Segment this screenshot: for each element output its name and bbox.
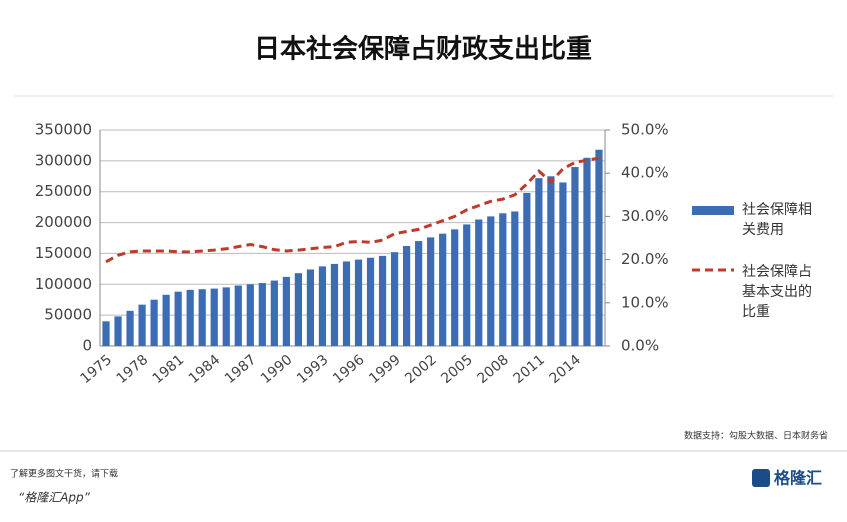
bar bbox=[186, 289, 194, 346]
bar bbox=[294, 273, 302, 346]
y2-tick-label: 50.0% bbox=[621, 121, 669, 139]
x-tick-label: 1993 bbox=[294, 352, 332, 387]
bar bbox=[378, 255, 387, 346]
x-tick-label: 1987 bbox=[222, 352, 260, 387]
bar bbox=[222, 287, 230, 346]
bar bbox=[162, 294, 170, 346]
footer-app: “格隆汇App” bbox=[18, 491, 91, 505]
bar bbox=[487, 216, 495, 346]
y-tick-label: 0 bbox=[82, 337, 92, 355]
x-tick-label: 2005 bbox=[438, 352, 476, 387]
bar bbox=[102, 321, 110, 346]
x-tick-label: 1996 bbox=[330, 352, 368, 387]
bar bbox=[511, 211, 519, 346]
y2-tick-label: 10.0% bbox=[621, 293, 669, 311]
bar bbox=[138, 304, 146, 346]
source: 数据支持：勾股大数据、日本财务省 bbox=[684, 430, 828, 442]
bar bbox=[282, 276, 290, 346]
bar bbox=[342, 261, 351, 346]
x-tick-label: 1978 bbox=[114, 352, 152, 387]
bar bbox=[463, 224, 471, 346]
bar bbox=[595, 149, 603, 346]
y2-tick-label: 40.0% bbox=[621, 164, 669, 182]
y2-tick-label: 20.0% bbox=[621, 250, 669, 268]
y-tick-label: 150000 bbox=[35, 244, 92, 262]
bar bbox=[499, 213, 507, 346]
y-tick-label: 350000 bbox=[35, 121, 92, 139]
bar bbox=[306, 269, 315, 346]
bar bbox=[559, 182, 567, 346]
bar bbox=[258, 283, 266, 346]
y-tick-label: 100000 bbox=[35, 275, 92, 293]
x-tick-label: 1990 bbox=[258, 352, 296, 387]
bar bbox=[415, 241, 423, 346]
bar bbox=[427, 237, 435, 346]
x-tick-label: 2002 bbox=[402, 352, 440, 387]
legend-label: 社会保障占基本支出的比重 bbox=[742, 264, 812, 320]
bar bbox=[330, 263, 339, 346]
y2-tick-label: 0.0% bbox=[621, 337, 659, 355]
bar bbox=[318, 266, 327, 346]
bar bbox=[234, 285, 242, 346]
bar bbox=[114, 316, 122, 346]
legend-label: 社会保障相关费用 bbox=[742, 202, 812, 238]
y-tick-label: 300000 bbox=[35, 151, 92, 169]
bar bbox=[475, 219, 483, 346]
chart-title: 日本社会保障占财政支出比重 bbox=[254, 34, 592, 65]
bar bbox=[210, 288, 218, 346]
x-tick-label: 2011 bbox=[510, 352, 548, 387]
x-tick-label: 2014 bbox=[546, 352, 584, 387]
bar bbox=[403, 246, 411, 346]
y-tick-label: 250000 bbox=[35, 182, 92, 200]
bar bbox=[547, 176, 555, 346]
footer-text: 了解更多图文干货，请下载 bbox=[10, 468, 118, 480]
bar bbox=[571, 167, 579, 346]
bar bbox=[366, 257, 375, 346]
x-tick-label: 1981 bbox=[150, 352, 188, 387]
x-tick-label: 1984 bbox=[186, 352, 224, 387]
bar bbox=[270, 280, 278, 346]
y2-tick-label: 30.0% bbox=[621, 207, 669, 225]
y-tick-label: 200000 bbox=[35, 213, 92, 231]
line bbox=[105, 156, 600, 264]
bar bbox=[354, 259, 363, 346]
bar bbox=[390, 252, 399, 346]
bar bbox=[126, 310, 134, 346]
y-tick-label: 50000 bbox=[44, 306, 92, 324]
bar bbox=[246, 284, 254, 346]
bar bbox=[198, 289, 206, 346]
bar bbox=[583, 157, 591, 346]
x-tick-label: 2008 bbox=[474, 352, 512, 387]
x-tick-label: 1999 bbox=[366, 352, 404, 387]
logo-icon bbox=[752, 469, 770, 487]
bar bbox=[535, 178, 543, 346]
bar bbox=[150, 299, 158, 346]
legend-marker bbox=[692, 206, 734, 215]
bar bbox=[451, 229, 459, 346]
bar bbox=[174, 291, 182, 346]
x-tick-label: 1975 bbox=[78, 352, 116, 387]
logo-text: 格隆汇 bbox=[774, 469, 822, 488]
bar bbox=[439, 233, 447, 346]
bar bbox=[523, 192, 531, 346]
